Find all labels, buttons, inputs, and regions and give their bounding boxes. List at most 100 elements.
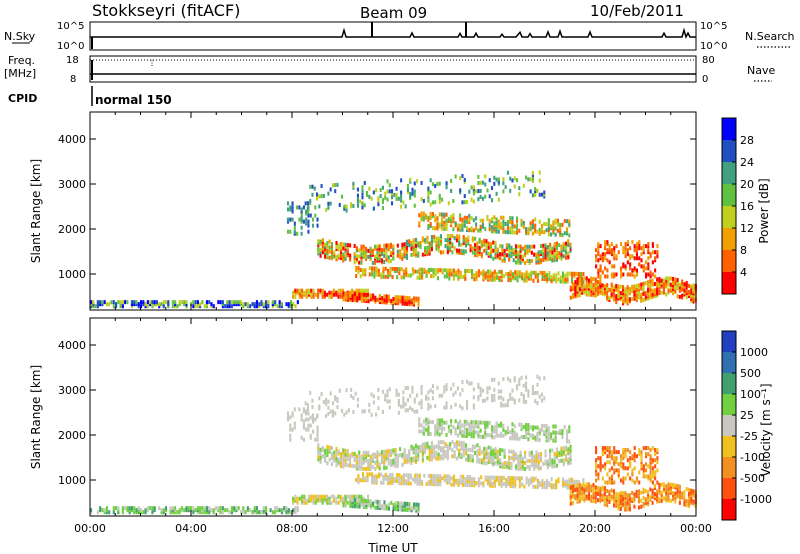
velocity-cell: [326, 496, 329, 501]
power-cell: [525, 229, 528, 234]
power-cell: [599, 290, 602, 295]
velocity-cell: [153, 508, 156, 513]
velocity-cell: [415, 506, 418, 511]
velocity-cell: [546, 461, 549, 466]
velocity-cell: [346, 453, 349, 458]
velocity-cell: [527, 482, 530, 487]
power-cell: [515, 222, 519, 227]
power-cell: [556, 218, 559, 223]
power-cell: [296, 288, 299, 293]
power-cell: [449, 236, 452, 241]
velocity-cell: [665, 498, 668, 503]
power-cell: [545, 222, 548, 227]
velocity-cell: [653, 496, 656, 501]
power-cell: [500, 275, 503, 280]
power-cell: [390, 201, 394, 206]
power-cell: [594, 285, 597, 290]
power-cell: [597, 274, 600, 279]
velocity-cell: [624, 466, 627, 471]
power-cell: [603, 286, 606, 291]
velocity-cell: [418, 421, 421, 426]
velocity-cell: [564, 483, 567, 488]
power-cell: [543, 277, 546, 282]
velocity-cell: [495, 433, 498, 438]
power-cell: [552, 273, 555, 278]
power-cell: [466, 268, 469, 273]
velocity-cell: [427, 402, 430, 407]
power-cell: [493, 271, 496, 276]
velocity-cell: [508, 449, 511, 454]
velocity-cell: [291, 427, 294, 432]
velocity-cell: [683, 490, 686, 495]
velocity-cell: [624, 454, 627, 459]
velocity-cell: [456, 386, 459, 391]
power-cell: [451, 242, 454, 247]
power-cell: [531, 225, 534, 230]
velocity-cell: [604, 462, 607, 467]
velocity-cell: [419, 448, 422, 453]
power-cell: [577, 275, 580, 280]
velocity-cell: [667, 486, 670, 491]
power-cell: [674, 277, 677, 282]
velocity-cell: [520, 426, 523, 431]
velocity-cell: [543, 396, 546, 401]
power-cell: [474, 236, 477, 241]
velocity-cell: [385, 465, 388, 470]
velocity-cell: [511, 432, 514, 437]
velocity-cell: [521, 464, 524, 469]
power-cell: [631, 272, 634, 277]
velocity-cell: [301, 496, 304, 501]
power-cell: [411, 191, 414, 196]
velocity-cell: [583, 490, 586, 495]
velocity-cell: [130, 506, 134, 511]
power-cell: [642, 266, 645, 271]
power-cell: [321, 246, 324, 251]
power-cell: [343, 204, 346, 209]
velocity-cell: [525, 431, 528, 436]
velocity-cell: [450, 476, 453, 481]
velocity-cell: [460, 446, 463, 451]
power-cell: [569, 295, 572, 300]
power-cell: [540, 229, 544, 234]
velocity-cell: [418, 417, 421, 422]
velocity-cell: [497, 389, 500, 394]
power-cell: [151, 300, 154, 305]
velocity-cell: [405, 481, 408, 486]
power-cell: [397, 295, 400, 300]
velocity-cell: [365, 501, 368, 506]
velocity-cell: [501, 464, 504, 469]
power-cell: [456, 223, 459, 228]
velocity-cell: [637, 499, 641, 504]
velocity-cell: [331, 409, 334, 414]
power-cell: [505, 253, 508, 258]
velocity-cell: [151, 506, 154, 511]
velocity-cell: [683, 502, 686, 507]
velocity-cell: [606, 489, 609, 494]
power-cell: [622, 289, 625, 294]
velocity-cell: [513, 400, 516, 405]
power-cell: [638, 246, 641, 251]
power-cell: [96, 300, 99, 305]
velocity-cell: [535, 462, 538, 467]
velocity-cell: [360, 502, 363, 507]
velocity-cell: [432, 480, 435, 485]
velocity-cell: [203, 508, 206, 513]
velocity-cell: [436, 476, 440, 481]
power-cell: [376, 244, 379, 249]
velocity-cell: [552, 485, 555, 490]
velocity-cell: [406, 501, 409, 506]
velocity-cell: [517, 454, 520, 459]
power-cell: [572, 294, 575, 299]
power-cell: [543, 194, 546, 199]
velocity-cell: [296, 508, 299, 513]
power-cell: [626, 291, 629, 296]
power-cell: [583, 286, 586, 291]
velocity-cell: [610, 478, 614, 483]
power-cell: [685, 295, 688, 300]
power-cell: [577, 271, 580, 276]
velocity-cell: [320, 392, 323, 397]
velocity-cell: [137, 506, 140, 511]
power-cell: [399, 255, 402, 260]
power-cell: [431, 226, 434, 231]
velocity-cell: [509, 396, 512, 401]
